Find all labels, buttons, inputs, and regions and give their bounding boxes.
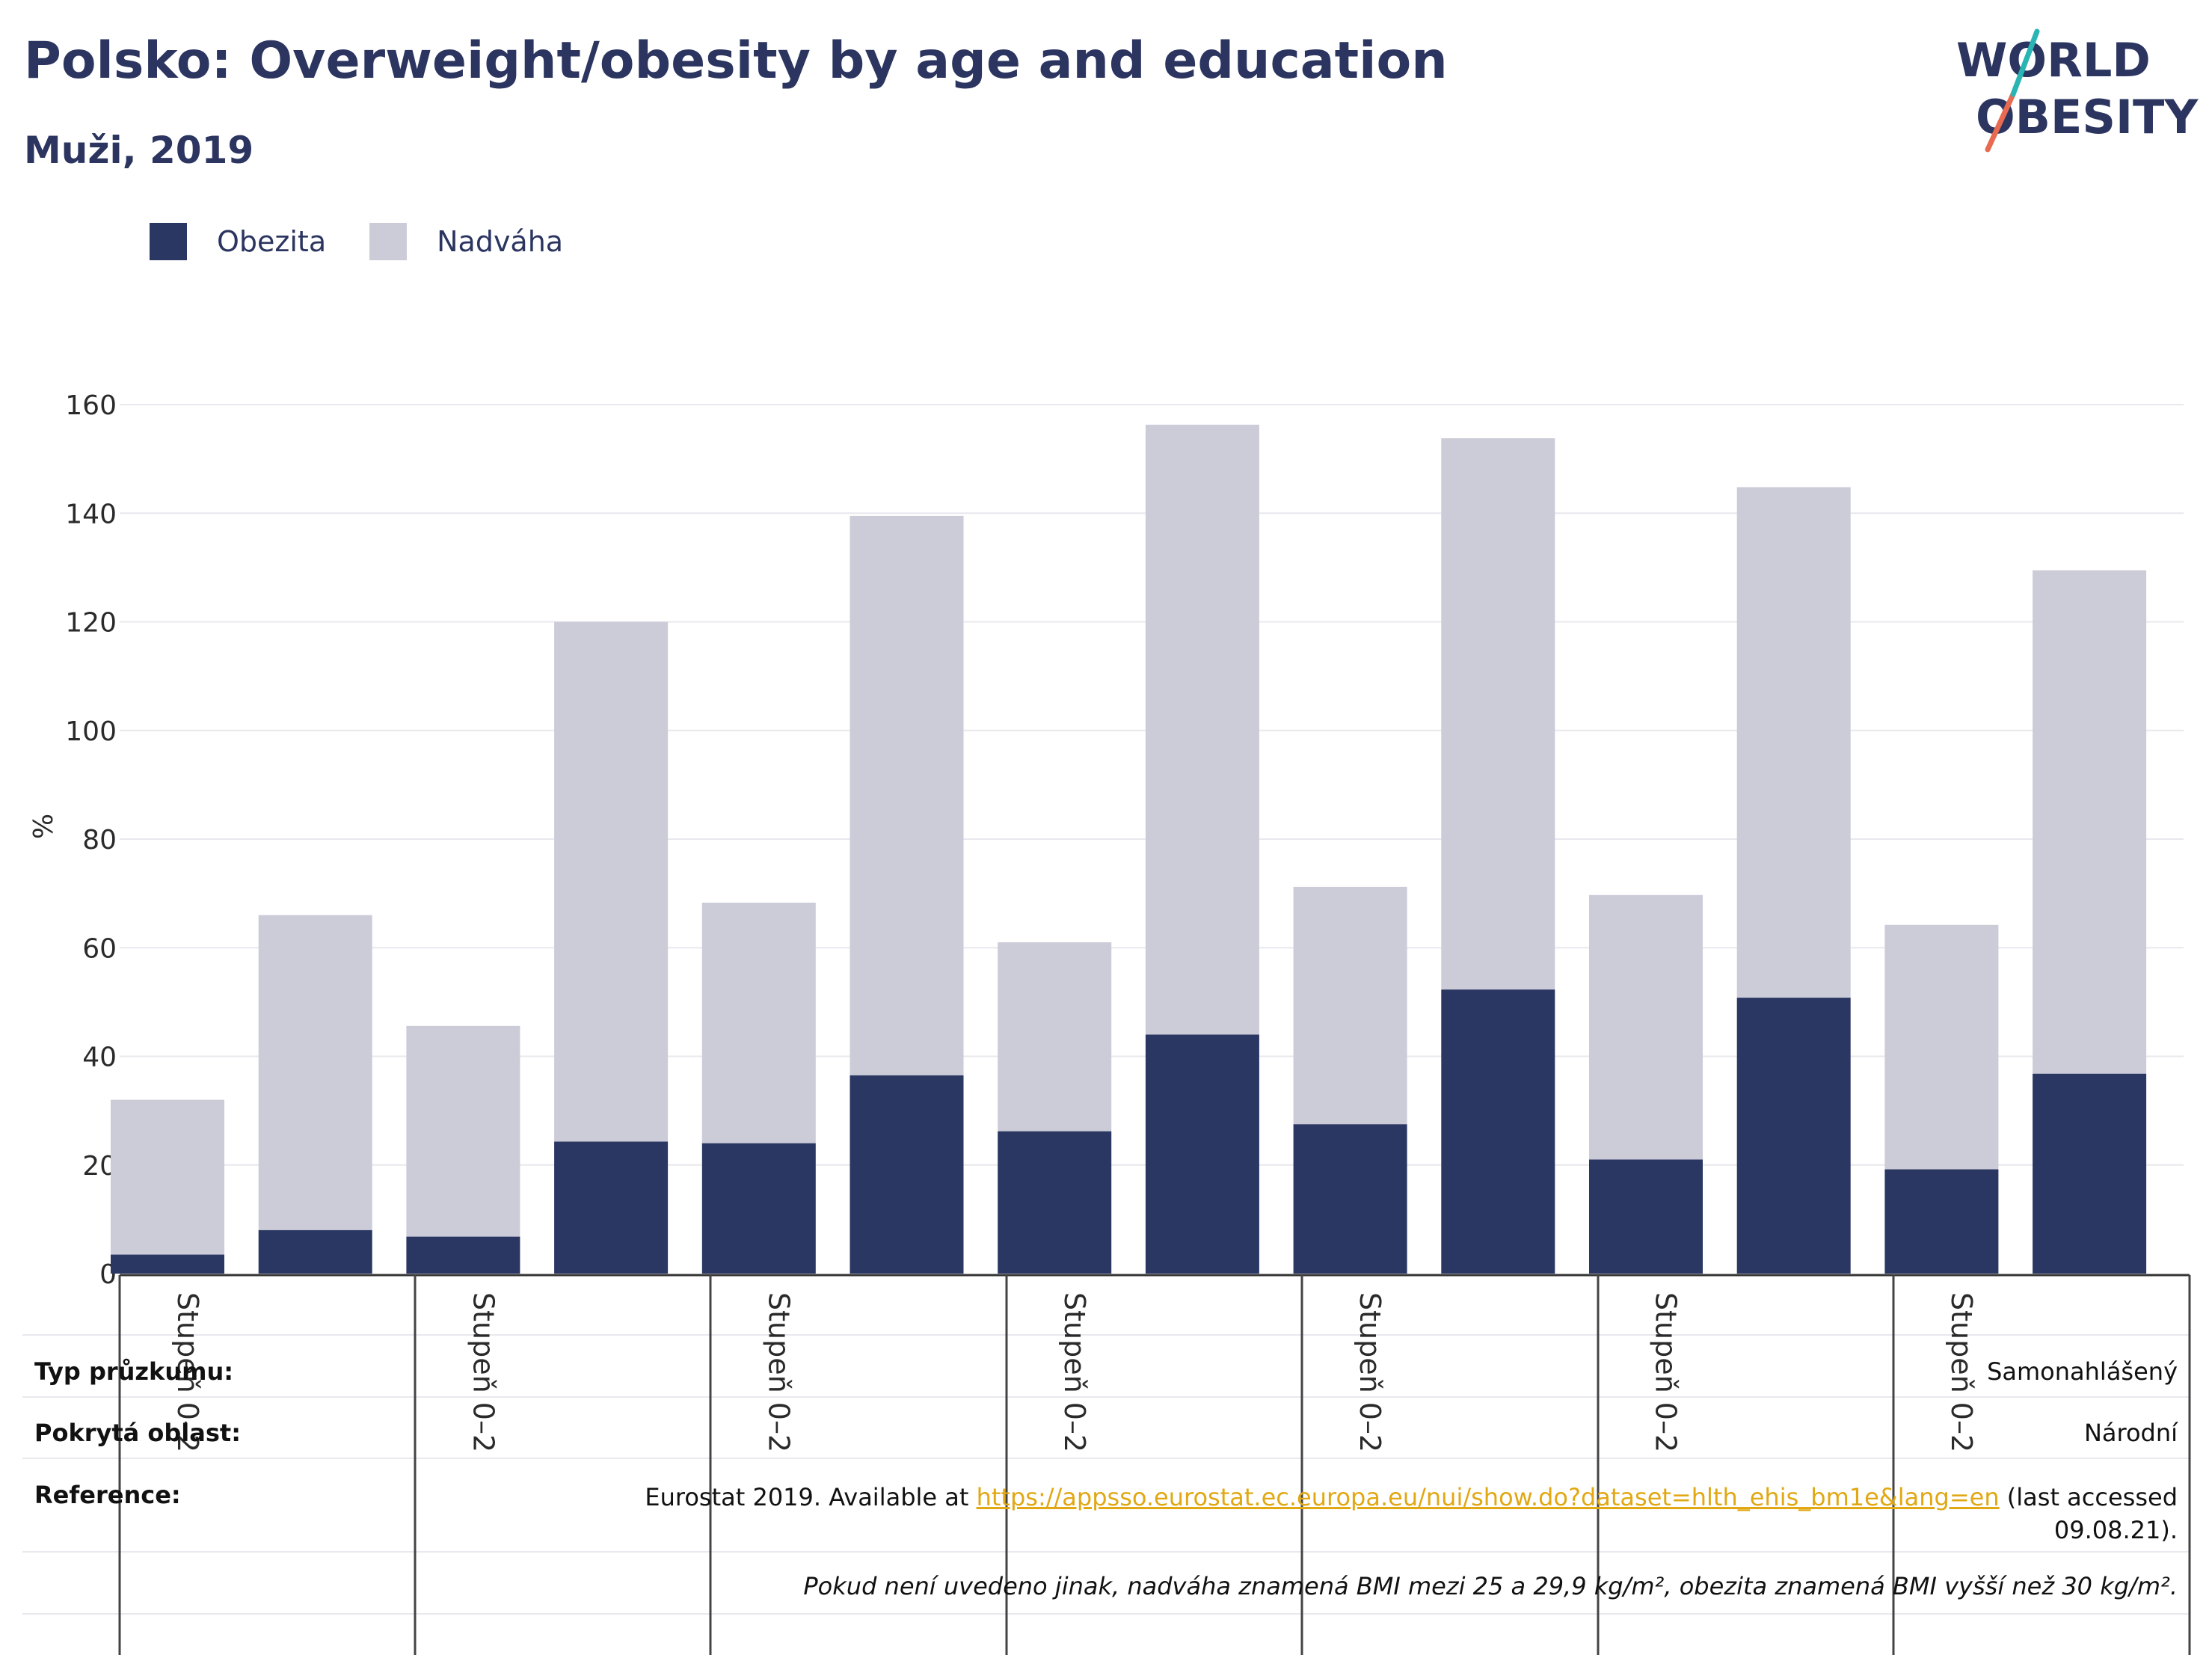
bar-obesity[interactable] [1293,1124,1407,1274]
bar-overweight[interactable] [998,942,1112,1132]
y-tick-label: 120 [65,608,117,639]
bar-overweight[interactable] [1736,487,1851,998]
x-category-label: Stupeň 0–2 [171,1292,204,1452]
x-category-label: Stupeň 0–2 [467,1292,500,1452]
bar-overweight[interactable] [1145,424,1259,1035]
bar-obesity[interactable] [998,1131,1112,1274]
bar-obesity[interactable] [1145,1034,1259,1274]
survey-type-value: Samonahlášený [1987,1357,2178,1386]
bar-overweight[interactable] [1884,924,1999,1170]
y-tick-label: 100 [65,716,117,747]
reference-suffix: (last accessed [1999,1483,2178,1511]
bar-obesity[interactable] [850,1075,964,1274]
bar-obesity[interactable] [1736,998,1851,1274]
coverage-value: Národní [2083,1419,2178,1447]
logo-slash-red [1985,91,2016,153]
bar-overweight[interactable] [1441,438,1555,990]
legend-swatch-obesity [150,223,187,260]
bar-obesity[interactable] [406,1236,520,1274]
coverage-label: Pokrytá oblast: [34,1419,241,1447]
legend-swatch-overweight [369,223,408,260]
bar-obesity[interactable] [1441,989,1555,1274]
bar-obesity[interactable] [111,1254,224,1274]
reference-label: Reference: [34,1481,181,1509]
definition-note: Pokud není uvedeno jinak, nadváha znamen… [803,1572,2178,1600]
reference-prefix: Eurostat 2019. Available at [645,1483,977,1511]
legend-item-overweight[interactable]: Nadváha [369,223,563,260]
chart-subtitle: Muži, 2019 [24,129,254,172]
x-category-label: Stupeň 0–2 [763,1292,796,1452]
bar-obesity[interactable] [1589,1159,1703,1274]
bar-overweight[interactable] [406,1025,520,1237]
bar-overweight[interactable] [850,515,964,1075]
y-tick-label: 40 [82,1043,117,1073]
y-tick-label: 140 [65,499,117,529]
survey-type-label: Typ průzkumu: [34,1357,234,1386]
logo-line1: WORLD [1956,33,2151,87]
bar-obesity[interactable] [1884,1169,1999,1274]
bar-overweight[interactable] [1293,886,1407,1125]
y-axis-label: % [28,814,59,839]
bar-overweight[interactable] [258,915,372,1230]
bar-obesity[interactable] [701,1143,816,1274]
chart-title: Polsko: Overweight/obesity by age and ed… [24,31,1448,90]
legend-label-overweight: Nadváha [437,225,564,258]
bar-overweight[interactable] [1589,894,1703,1160]
bar-overweight[interactable] [554,621,669,1142]
logo-slash-teal [2010,28,2040,97]
bar-overweight[interactable] [701,902,816,1143]
reference-text: Eurostat 2019. Available at https://apps… [645,1481,2178,1547]
x-category-label: Stupeň 0–2 [1650,1292,1683,1452]
bar-overweight[interactable] [111,1099,224,1255]
chart-legend: Obezita Nadváha [150,223,606,260]
y-tick-label: 60 [82,933,117,964]
reference-link[interactable]: https://appsso.eurostat.ec.europa.eu/nui… [976,1483,2000,1511]
bar-overweight[interactable] [2033,570,2147,1074]
x-category-label: Stupeň 0–2 [1354,1292,1386,1452]
y-tick-label: 160 [65,390,117,421]
bar-obesity[interactable] [258,1229,372,1274]
legend-label-obesity: Obezita [217,225,327,258]
legend-item-obesity[interactable]: Obezita [150,223,326,260]
bar-obesity[interactable] [554,1141,669,1274]
bar-obesity[interactable] [2033,1073,2147,1274]
x-category-label: Stupeň 0–2 [1945,1292,1978,1452]
reference-date: 09.08.21). [2053,1516,2178,1544]
x-category-label: Stupeň 0–2 [1058,1292,1091,1452]
world-obesity-logo: WORLD OBESITY [1956,28,2199,153]
y-tick-label: 80 [82,825,117,856]
